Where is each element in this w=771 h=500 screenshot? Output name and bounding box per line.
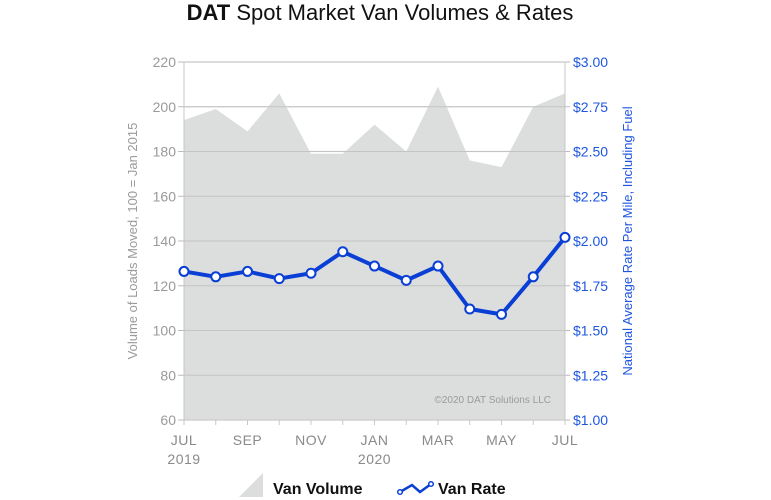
left-axis-label: Volume of Loads Moved, 100 = Jan 2015 [125, 123, 140, 360]
legend-line-swatch [399, 482, 432, 494]
title-brand: DAT [187, 0, 231, 25]
van-rate-point [305, 267, 317, 279]
right-tick-label: $2.50 [573, 144, 608, 160]
van-rate-points [178, 231, 571, 320]
legend: Van Volume Van Rate [239, 473, 506, 498]
van-volume-area [184, 86, 565, 421]
legend-van-volume: Van Volume [273, 481, 363, 498]
x-tick-label: MAY [486, 432, 517, 448]
van-rate-point [432, 260, 444, 272]
van-rate-point [242, 265, 253, 277]
copyright: ©2020 DAT Solutions LLC [434, 395, 551, 406]
x-axis-ticks: JUL 2019 SEP NOV JAN 2020 MAR MAY JUL [167, 432, 578, 467]
van-rate-point [527, 271, 539, 283]
left-tick-label: 140 [153, 233, 177, 249]
van-rate-point [400, 274, 412, 286]
right-tick-label: $2.75 [573, 99, 608, 115]
left-tick-label: 200 [153, 99, 177, 115]
x-tick-label: MAR [422, 432, 455, 448]
x-tick-label: SEP [233, 432, 263, 448]
left-tick-label: 220 [153, 54, 177, 70]
right-tick-label: $3.00 [573, 54, 608, 70]
x-tick-year: 2020 [358, 451, 391, 467]
left-tick-label: 180 [153, 144, 177, 160]
right-tick-label: $2.25 [573, 188, 608, 204]
left-tick-label: 60 [160, 412, 176, 428]
left-tick-label: 100 [153, 323, 177, 339]
right-tick-label: $1.25 [573, 367, 608, 383]
right-tick-label: $2.00 [573, 233, 608, 249]
legend-point-icon [396, 488, 404, 496]
right-axis-label: National Average Rate Per Mile, Includin… [620, 106, 635, 375]
right-axis-ticks: $1.00 $1.25 $1.50 $1.75 $2.00 $2.25 $2.50 $2.75… [573, 54, 608, 428]
left-tick-label: 120 [153, 278, 177, 294]
left-tick-label: 80 [160, 367, 176, 383]
title-text: Spot Market Van Volumes & Rates [236, 0, 573, 25]
van-rate-point [559, 231, 571, 243]
x-tick-label: NOV [295, 432, 327, 448]
right-tick-label: $1.75 [573, 278, 608, 294]
x-tick-label: JUL [552, 432, 578, 448]
van-rate-point [369, 260, 380, 272]
x-tick-label: JUL [171, 432, 197, 448]
right-tick-label: $1.50 [573, 323, 608, 339]
chart-title: DAT Spot Market Van Volumes & Rates [187, 0, 574, 25]
van-rate-point [178, 265, 190, 277]
right-tick-label: $1.00 [573, 412, 608, 428]
van-rate-point [337, 246, 349, 258]
legend-area-swatch [239, 473, 263, 497]
van-rate-point [210, 271, 222, 283]
left-axis-ticks: 60 80 100 120 140 160 180 200 220 [153, 54, 177, 428]
van-rate-point [496, 308, 507, 320]
legend-point-icon [427, 480, 435, 488]
left-tick-label: 160 [153, 188, 177, 204]
van-rate-point [464, 303, 476, 315]
x-tick-year: 2019 [167, 451, 200, 467]
van-rate-point [273, 273, 285, 285]
legend-van-rate: Van Rate [438, 481, 506, 498]
x-tick-label: JAN [361, 432, 389, 448]
